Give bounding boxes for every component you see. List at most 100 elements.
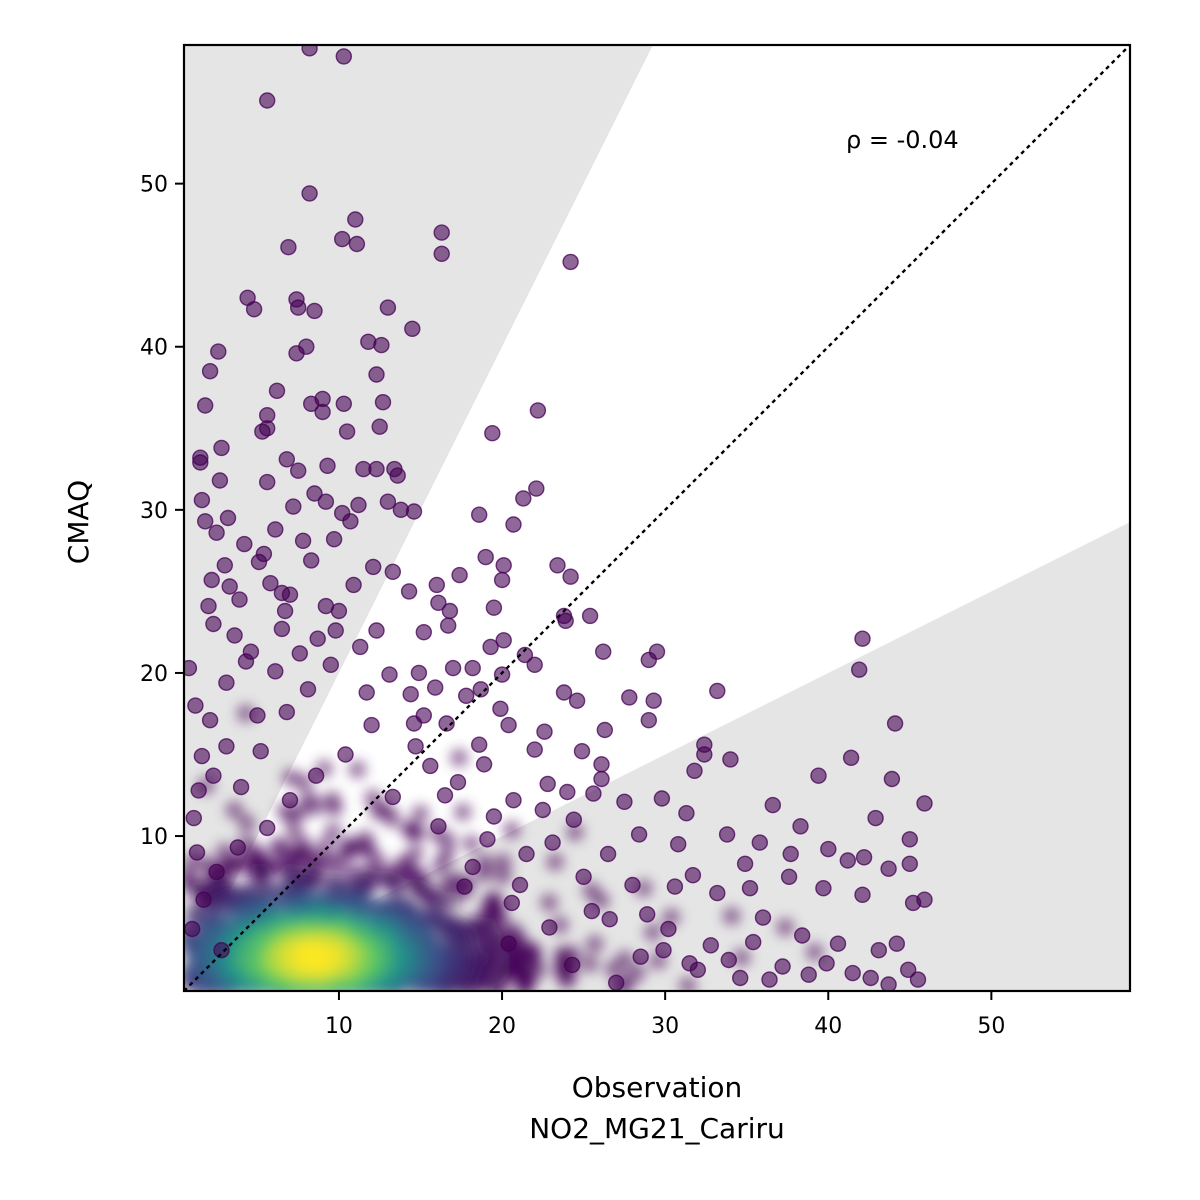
scatter-point (559, 783, 576, 801)
scatter-point (709, 682, 726, 700)
scatter-point (526, 741, 543, 758)
scatter-point (505, 516, 522, 533)
scatter-point (237, 653, 255, 670)
scatter-point (645, 692, 662, 709)
scatter-point (338, 423, 356, 440)
scatter-point (534, 801, 551, 819)
scatter-point (722, 751, 739, 768)
density-point (237, 814, 256, 832)
scatter-point (565, 811, 582, 828)
scatter-point (221, 578, 238, 595)
scatter-point (599, 845, 617, 863)
scatter-point (792, 818, 809, 835)
scatter-point (630, 826, 648, 843)
x-axis-label: Observation (572, 1071, 743, 1104)
scatter-point (639, 906, 656, 923)
scatter-point (405, 503, 423, 520)
scatter-point (278, 703, 295, 721)
y-axis-ticks: 10 20 30 40 50 (140, 173, 184, 850)
scatter-point (327, 622, 344, 639)
scatter-point (471, 736, 488, 753)
scatter-point (185, 809, 203, 827)
scatter-point (568, 692, 586, 709)
scatter-point (427, 679, 444, 696)
scatter-point (458, 687, 475, 704)
scatter-point (187, 697, 204, 714)
scatter-point (485, 808, 503, 825)
x-tick-label: 40 (814, 1014, 842, 1039)
scatter-point (851, 661, 868, 678)
x-axis-label-station: NO2_MG21_Cariru (529, 1112, 785, 1145)
scatter-point (451, 566, 468, 584)
scatter-point (299, 681, 317, 698)
scatter-point (254, 423, 271, 440)
scatter-point (210, 343, 227, 360)
scatter-point (595, 643, 612, 660)
scatter-point (886, 715, 904, 732)
scatter-point (415, 624, 432, 641)
density-point (306, 797, 325, 816)
scatter-point (471, 506, 488, 523)
scatter-point (440, 617, 457, 634)
density-point (453, 803, 472, 822)
scatter-point (203, 571, 220, 589)
scatter-point (901, 855, 918, 872)
scatter-point (201, 712, 219, 729)
density-point (436, 924, 454, 943)
density-point (805, 943, 824, 962)
scatter-point (405, 715, 423, 732)
scatter-point (593, 756, 610, 773)
scatter-point (544, 834, 561, 851)
scatter-point (764, 796, 781, 814)
scatter-point (585, 785, 602, 802)
scatter-point (616, 793, 633, 810)
density-point (316, 837, 335, 856)
scatter-point (774, 958, 791, 975)
y-axis-label: CMAQ (62, 480, 95, 564)
scatter-point (581, 607, 599, 625)
scatter-point (562, 253, 579, 271)
scatter-point (400, 583, 418, 600)
scatter-point (900, 961, 917, 978)
scatter-point (666, 878, 684, 895)
scatter-point (493, 666, 511, 683)
scatter-point (371, 418, 388, 435)
y-tick-label: 50 (140, 173, 168, 198)
scatter-point (632, 948, 649, 965)
density-point (776, 918, 795, 937)
scatter-point (290, 299, 307, 316)
scatter-point (374, 394, 392, 411)
scatter-point (268, 382, 286, 399)
scatter-point (549, 557, 566, 574)
scatter-point (200, 597, 217, 615)
density-point (493, 853, 512, 872)
scatter-point (472, 681, 489, 698)
density-point (228, 857, 247, 876)
scatter-point (862, 969, 879, 987)
scatter-point (916, 891, 933, 908)
density-point (407, 824, 426, 843)
scatter-point (901, 831, 918, 848)
scatter-point (259, 473, 276, 491)
scatter-point (503, 894, 520, 912)
scatter-point (444, 659, 462, 677)
scatter-point (562, 568, 579, 585)
density-point (303, 948, 322, 967)
density-point (329, 854, 348, 873)
scatter-point (482, 638, 499, 656)
density-point (678, 976, 697, 991)
scatter-point (306, 302, 323, 320)
scatter-point (236, 535, 253, 553)
scatter-point (855, 849, 873, 866)
scatter-point (511, 876, 529, 894)
scatter-point (278, 451, 295, 468)
density-point (439, 875, 458, 894)
density-point (546, 853, 565, 871)
density-point (225, 800, 244, 819)
scatter-point (218, 738, 235, 755)
scatter-point (678, 805, 695, 822)
scatter-point (188, 844, 206, 861)
scatter-point (686, 762, 703, 779)
scatter-point (593, 770, 610, 788)
scatter-point (883, 770, 901, 788)
